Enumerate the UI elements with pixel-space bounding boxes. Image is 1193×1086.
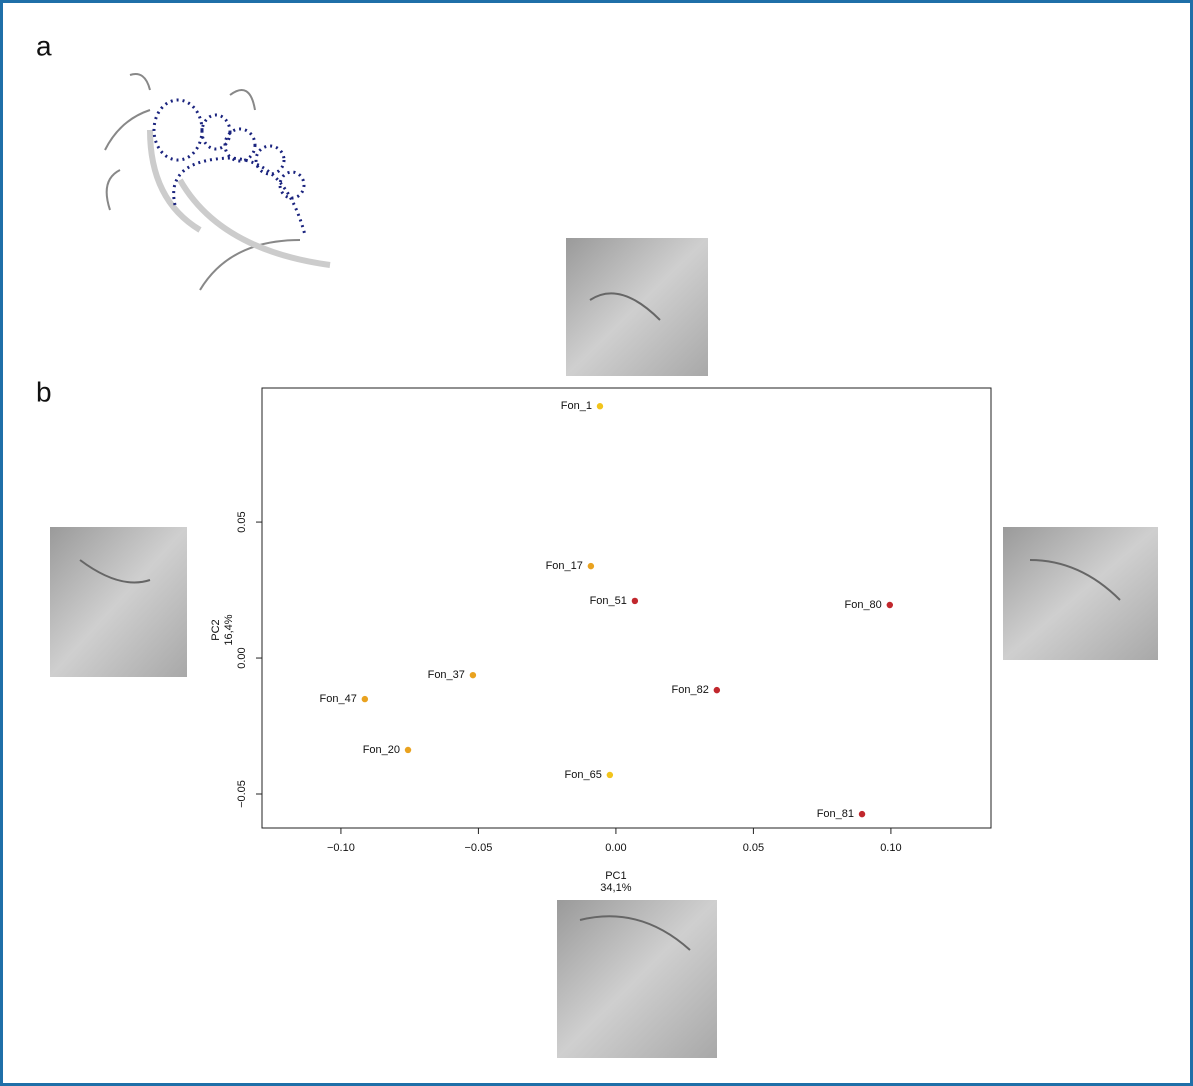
plot-frame xyxy=(261,387,992,829)
landmark-sketch xyxy=(104,73,331,291)
point xyxy=(858,810,866,818)
point-label: Fon_51 xyxy=(590,595,627,607)
point xyxy=(404,746,412,754)
x-axis-label: PC1 xyxy=(605,870,626,882)
point-label: Fon_65 xyxy=(565,769,602,781)
panel-label: b xyxy=(36,376,52,407)
point-label: Fon_17 xyxy=(546,560,583,572)
y-tick-label: −0.05 xyxy=(236,780,248,808)
point xyxy=(587,562,595,570)
point xyxy=(469,671,477,679)
y-axis-label: PC2 xyxy=(210,619,222,640)
point-label: Fon_81 xyxy=(817,808,854,820)
point xyxy=(713,686,721,694)
relief-image xyxy=(50,238,1158,1058)
point-label: Fon_1 xyxy=(561,400,592,412)
x-tick-label: 0.00 xyxy=(605,842,626,854)
point-label: Fon_37 xyxy=(428,669,465,681)
plot: −0.10 −0.05 0.00 0.05 0.10 −0.05 0.00 0.05 PC134… xyxy=(210,400,902,894)
x-tick-label: −0.05 xyxy=(464,842,492,854)
point xyxy=(886,601,894,609)
point xyxy=(631,597,639,605)
point-label: Fon_80 xyxy=(844,599,881,611)
x-tick-label: 0.10 xyxy=(880,842,901,854)
point xyxy=(361,695,369,703)
point-label: Fon_20 xyxy=(363,744,400,756)
x-axis-label: 34,1% xyxy=(600,882,631,894)
y-tick-label: 0.00 xyxy=(236,647,248,668)
point-label: Fon_82 xyxy=(672,684,709,696)
point xyxy=(606,771,614,779)
y-tick-label: 0.05 xyxy=(236,511,248,532)
y-axis-label: 16,4% xyxy=(223,614,235,645)
x-tick-label: −0.10 xyxy=(327,842,355,854)
point-label: Fon_47 xyxy=(320,693,357,705)
panel-label: a xyxy=(36,30,52,61)
x-tick-label: 0.05 xyxy=(743,842,764,854)
point xyxy=(596,403,604,410)
